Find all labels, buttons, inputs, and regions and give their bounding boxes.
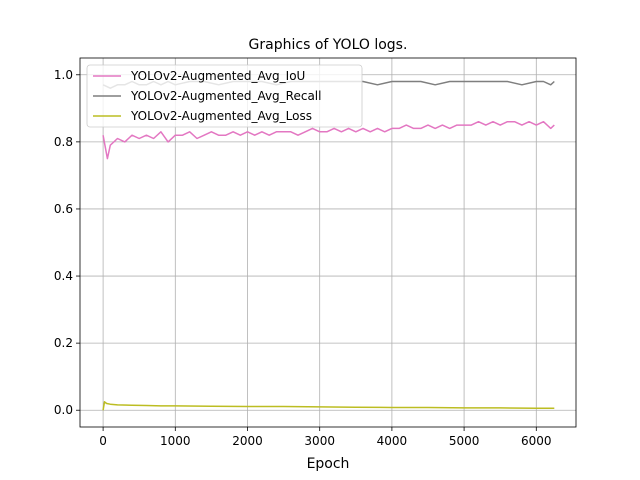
plot-frame <box>79 57 577 428</box>
axis-ticks: 0 1000 2000 3000 4000 5000 6000 0.0 0.2 0.4 0.6 0.8… <box>54 68 552 448</box>
legend: YOLOv2-Augmented_Avg_IoU YOLOv2-Augmented… <box>86 64 363 128</box>
y-tick-label: 0.0 <box>54 403 73 417</box>
y-tick-label: 0.2 <box>54 336 73 350</box>
x-tick-label: 6000 <box>521 434 552 448</box>
series-line-3 <box>102 401 555 411</box>
y-tick-label: 0.6 <box>54 202 73 216</box>
legend-label-3: YOLOv2-Augmented_Avg_Loss <box>130 109 312 123</box>
y-tick-label: 1.0 <box>54 68 73 82</box>
x-tick-label: 1000 <box>160 434 191 448</box>
chart-title: Graphics of YOLO logs. <box>249 37 408 53</box>
x-tick-label: 2000 <box>232 434 263 448</box>
y-tick-label: 0.4 <box>54 269 73 283</box>
legend-label-2: YOLOv2-Augmented_Avg_Recall <box>130 89 321 103</box>
x-tick-label: 5000 <box>449 434 480 448</box>
x-tick-label: 3000 <box>304 434 335 448</box>
x-tick-label: 0 <box>99 434 107 448</box>
legend-label-1: YOLOv2-Augmented_Avg_IoU <box>130 69 305 83</box>
x-axis-label: Epoch <box>307 456 350 472</box>
legend-box <box>86 64 363 128</box>
series-line-1 <box>102 120 555 160</box>
y-tick-label: 0.8 <box>54 135 73 149</box>
x-tick-label: 4000 <box>377 434 408 448</box>
